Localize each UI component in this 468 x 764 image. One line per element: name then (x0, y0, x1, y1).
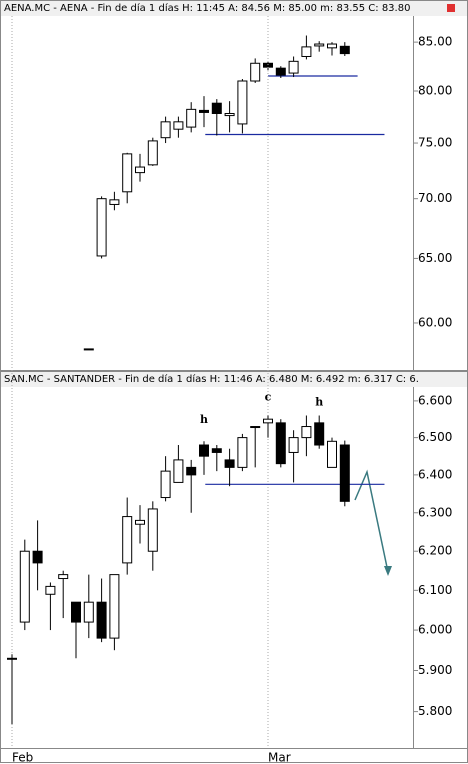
y-tick-label: 80.00 (418, 84, 452, 98)
candle-body (173, 121, 184, 130)
y-tick-label: 6.000 (418, 623, 452, 637)
candle-body (45, 585, 56, 595)
candle-body (109, 574, 120, 639)
candle-body (147, 508, 158, 552)
candle-body (199, 444, 209, 457)
y-tick-label: 6.400 (418, 467, 452, 481)
candle-body (96, 601, 107, 639)
candle-body (122, 516, 133, 564)
candle-body (199, 109, 209, 113)
candle-body (83, 601, 94, 623)
candle-body (250, 62, 261, 82)
candle-body (135, 166, 145, 174)
candle-body (288, 60, 299, 74)
header-bar (0, 0, 468, 16)
candle-body (314, 422, 325, 446)
candle-body (327, 43, 337, 49)
candle-body (237, 80, 248, 125)
y-tick-label: 85.00 (418, 35, 452, 49)
panel-title: SAN.MC - SANTANDER - Fin de día 1 días H… (4, 373, 419, 385)
candle-body (32, 550, 43, 564)
candle-body (58, 574, 69, 580)
arrow (354, 469, 389, 573)
y-tick-label: 6.100 (418, 583, 452, 597)
candle-body (7, 657, 17, 660)
candle-body (301, 426, 312, 439)
candle-body (211, 448, 222, 453)
candle-body (275, 67, 286, 76)
x-tick-label: Feb (12, 751, 33, 764)
candle-body (224, 459, 235, 468)
candle-body (275, 422, 286, 465)
y-tick-label: 70.00 (418, 191, 452, 205)
candle-body (224, 112, 235, 117)
header-bar (0, 371, 468, 387)
candle-body (237, 437, 248, 468)
y-tick-label: 6.200 (418, 544, 452, 558)
candle-body (211, 102, 222, 114)
panel-title: AENA.MC - AENA - Fin de día 1 días H: 11… (4, 2, 410, 14)
candle-body (186, 466, 197, 476)
arrow-head (384, 566, 392, 576)
y-tick-label: 6.600 (418, 393, 452, 407)
candle-body (96, 198, 107, 257)
candle-body (160, 121, 171, 139)
candle-body (301, 46, 312, 57)
candle-body (71, 601, 81, 623)
y-tick-label: 5.900 (418, 663, 452, 677)
candle-body (83, 348, 94, 351)
candle-body (147, 140, 158, 166)
y-tick-label: 65.00 (418, 251, 452, 265)
y-tick-label: 6.500 (418, 430, 452, 444)
candle-body (314, 43, 325, 47)
candle-body (327, 440, 337, 468)
candle-body (19, 550, 30, 623)
header-marker (447, 4, 455, 12)
y-tick-label: 5.800 (418, 704, 452, 718)
x-tick-label: Mar (268, 751, 291, 764)
candle-body (186, 108, 197, 128)
candle-body (109, 199, 120, 205)
candle-body (173, 459, 184, 483)
candle-body (339, 45, 350, 55)
candle-body (250, 426, 261, 429)
annotation: h (200, 413, 208, 426)
candle-body (160, 470, 171, 499)
candle-body (263, 418, 273, 424)
y-tick-label: 75.00 (418, 136, 452, 150)
annotation: c (265, 390, 272, 403)
candle-body (135, 519, 145, 525)
candle-body (339, 444, 350, 502)
y-tick-label: 60.00 (418, 315, 452, 329)
annotation: h (315, 396, 323, 409)
candle-body (263, 62, 273, 68)
candle-body (122, 153, 133, 193)
y-tick-label: 6.300 (418, 505, 452, 519)
candle-body (288, 437, 299, 453)
